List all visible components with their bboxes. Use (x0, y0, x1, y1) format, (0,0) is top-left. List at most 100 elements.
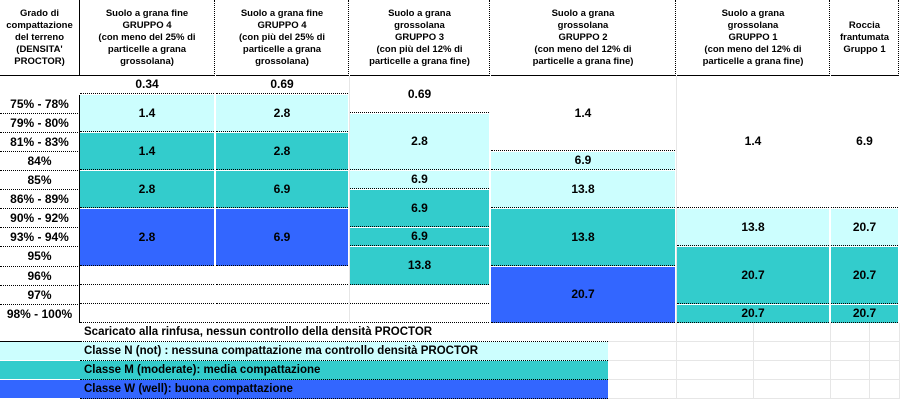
header-line: grossolana (557, 19, 609, 31)
table-cell: 6.9 (216, 209, 348, 266)
table-cell: 6.9 (350, 171, 489, 189)
header-line: grossolana (394, 19, 445, 31)
empty-cell (831, 380, 870, 399)
table-cell (216, 267, 348, 285)
table-cell: 2.8 (350, 114, 489, 170)
table-cell: 6.9 (491, 152, 675, 170)
legend-swatch (0, 342, 80, 361)
header-line: Roccia (848, 19, 881, 31)
column-header: Suolo a grana grossolana GRUPPO 1 (con meno… (677, 0, 830, 76)
table-cell: 20.7 (491, 267, 675, 323)
row-label: 75% - 78% (0, 95, 80, 114)
column-header: Suolo a grana fine GRUPPO 4 (con più del 2… (216, 0, 349, 76)
header-line: particelle a grana fine) (532, 55, 634, 67)
empty-cell (831, 361, 870, 380)
header-line: (con più del 25% di (238, 31, 326, 43)
legend-text: Classe M (moderate): media compattazione (80, 361, 608, 380)
table-cell: 6.9 (350, 228, 489, 246)
column-header: Suolo a grana grossolana GRUPPO 3 (con più … (350, 0, 490, 76)
row-label: 86% - 89% (0, 190, 80, 209)
table-cell (350, 305, 489, 323)
header-line: (con meno del 12% di (534, 43, 632, 55)
table-cell: 2.8 (80, 171, 214, 208)
empty-cell (608, 380, 677, 399)
empty-cell (870, 323, 900, 342)
table-cell: 1.4 (677, 76, 829, 208)
legend-swatch (0, 323, 80, 342)
header-line: Gruppo 1 (843, 43, 886, 55)
empty-cell (870, 361, 900, 380)
empty-cell (677, 323, 754, 342)
table-cell: 1.4 (80, 95, 214, 132)
column-header: Suolo a grana fine GRUPPO 4 (con meno del … (80, 0, 215, 76)
header-line: particelle a grana fine) (702, 55, 804, 67)
header-line: GRUPPO 4 (122, 19, 172, 31)
empty-cell (870, 380, 900, 399)
row-label: 90% - 92% (0, 209, 80, 228)
header-line: frantumata (839, 31, 890, 43)
table-cell: 6.9 (350, 190, 489, 227)
row-label: 79% - 80% (0, 114, 80, 133)
table-cell: 13.8 (491, 171, 675, 208)
row-label: 96% (0, 267, 80, 286)
table-cell: 0.69 (350, 76, 489, 113)
table-cell: 1.4 (491, 76, 675, 151)
header-line: particelle a grana fine) (369, 55, 470, 67)
header-line: particelle a grana grossolana) (107, 43, 187, 67)
empty-cell (754, 361, 831, 380)
header-line: (DENSITA' (16, 43, 63, 55)
header-line: GRUPPO 4 (257, 19, 307, 31)
row-label: 93% - 94% (0, 228, 80, 247)
legend-text: Classe N (not) : nessuna compattazione m… (80, 342, 608, 361)
header-line: GRUPPO 2 (558, 31, 608, 43)
table-cell: 13.8 (350, 247, 489, 285)
empty-cell (608, 361, 677, 380)
table-cell: 2.8 (216, 95, 348, 132)
table-cell (216, 305, 348, 323)
header-line: Suolo a grana fine (105, 7, 189, 19)
header-line: GRUPPO 1 (728, 31, 778, 43)
header-line: compattazione (6, 19, 73, 31)
table-cell: 20.7 (831, 209, 898, 246)
table-cell: 1.4 (80, 133, 214, 170)
row-label: 84% (0, 152, 80, 171)
header-line: (con più del 12% di (376, 43, 463, 55)
table-cell (350, 286, 489, 304)
empty-cell (608, 342, 677, 361)
empty-cell (677, 361, 754, 380)
table-cell (80, 267, 214, 285)
empty-cell (677, 380, 754, 399)
table-cell: 20.7 (831, 305, 898, 323)
header-line: Suolo a grana (721, 7, 785, 19)
header-line: PROCTOR) (14, 55, 65, 67)
row-label: 81% - 83% (0, 133, 80, 152)
row-label: 97% (0, 286, 80, 305)
empty-cell (677, 342, 754, 361)
header-line: Suolo a grana (551, 7, 615, 19)
table-cell: 0.34 (80, 76, 214, 94)
empty-cell (754, 323, 831, 342)
empty-cell (754, 380, 831, 399)
table-cell (216, 286, 348, 304)
empty-cell (831, 323, 870, 342)
table-cell (80, 305, 214, 323)
empty-cell (870, 342, 900, 361)
table-cell: 2.8 (216, 133, 348, 170)
header-line: Suolo a grana (388, 7, 451, 19)
table-cell: 6.9 (216, 171, 348, 208)
table-cell: 20.7 (677, 305, 829, 323)
row-label-header: Grado di compattazione del terreno (DENSITA… (0, 0, 80, 76)
table-cell: 13.8 (491, 209, 675, 266)
header-line: Suolo a grana fine (240, 7, 324, 19)
header-line: Grado di (19, 7, 60, 19)
row-label: 98% - 100% (0, 305, 80, 324)
header-line: (con meno del 25% di (98, 31, 196, 43)
empty-cell (754, 342, 831, 361)
legend-text: Classe W (well): buona compattazione (80, 380, 608, 399)
empty-cell (608, 323, 677, 342)
table-cell: 0.69 (216, 76, 348, 94)
row-label: 95% (0, 247, 80, 267)
header-line: grossolana (727, 19, 779, 31)
table-cell: 2.8 (80, 209, 214, 266)
